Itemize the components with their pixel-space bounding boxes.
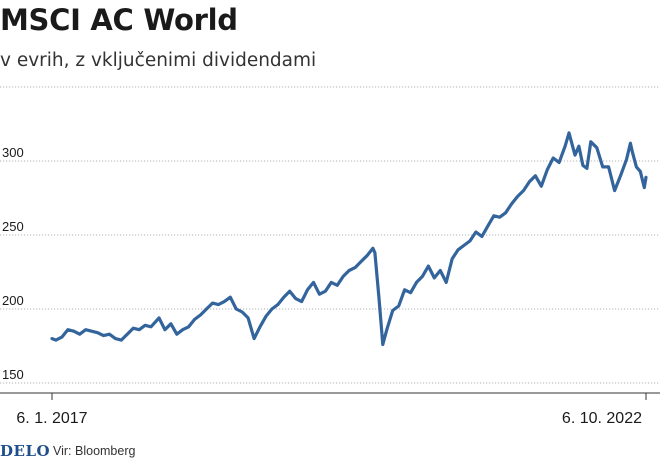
y-axis-ticks: 150 200 250 300	[2, 145, 24, 382]
x-tick-label: 6. 10. 2022	[562, 410, 642, 427]
line-chart: 150 200 250 300 6. 1. 2017 6. 10. 2022	[0, 86, 660, 427]
y-tick-label: 150	[2, 367, 24, 382]
chart-subtitle: v evrih, z vključenimi dividendami	[0, 50, 317, 71]
x-axis-ticks: 6. 1. 2017 6. 10. 2022	[16, 393, 647, 427]
series-line	[50, 131, 648, 347]
y-tick-label: 250	[2, 219, 24, 234]
y-tick-label: 200	[2, 293, 24, 308]
source-credit: Vir: Bloomberg	[53, 444, 136, 458]
delo-logo: DELO	[0, 442, 51, 460]
chart-title: MSCI AC World	[0, 3, 238, 37]
grid-lines	[0, 86, 660, 384]
y-tick-label: 300	[2, 145, 24, 160]
x-tick-label: 6. 1. 2017	[16, 410, 87, 427]
